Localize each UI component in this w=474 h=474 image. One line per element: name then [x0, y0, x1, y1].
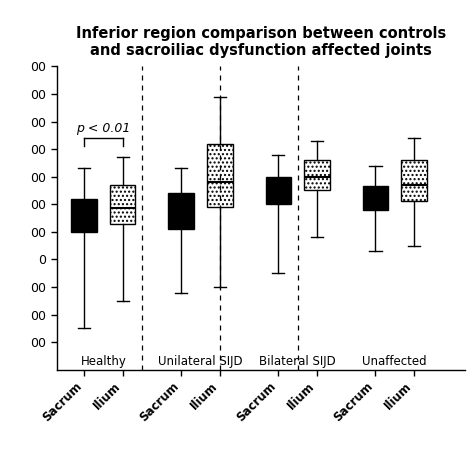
Text: Unaffected: Unaffected [362, 355, 427, 368]
Text: Bilateral SIJD: Bilateral SIJD [259, 355, 336, 368]
PathPatch shape [401, 160, 427, 201]
PathPatch shape [304, 160, 329, 191]
PathPatch shape [72, 199, 97, 232]
Text: Healthy: Healthy [81, 355, 127, 368]
Title: Inferior region comparison between controls
and sacroiliac dysfunction affected : Inferior region comparison between contr… [75, 26, 446, 58]
PathPatch shape [363, 186, 388, 210]
Text: p < 0.01: p < 0.01 [76, 122, 131, 135]
PathPatch shape [110, 185, 136, 224]
PathPatch shape [265, 177, 291, 204]
Text: Unilateral SIJD: Unilateral SIJD [158, 355, 243, 368]
PathPatch shape [207, 144, 233, 207]
PathPatch shape [168, 193, 194, 229]
